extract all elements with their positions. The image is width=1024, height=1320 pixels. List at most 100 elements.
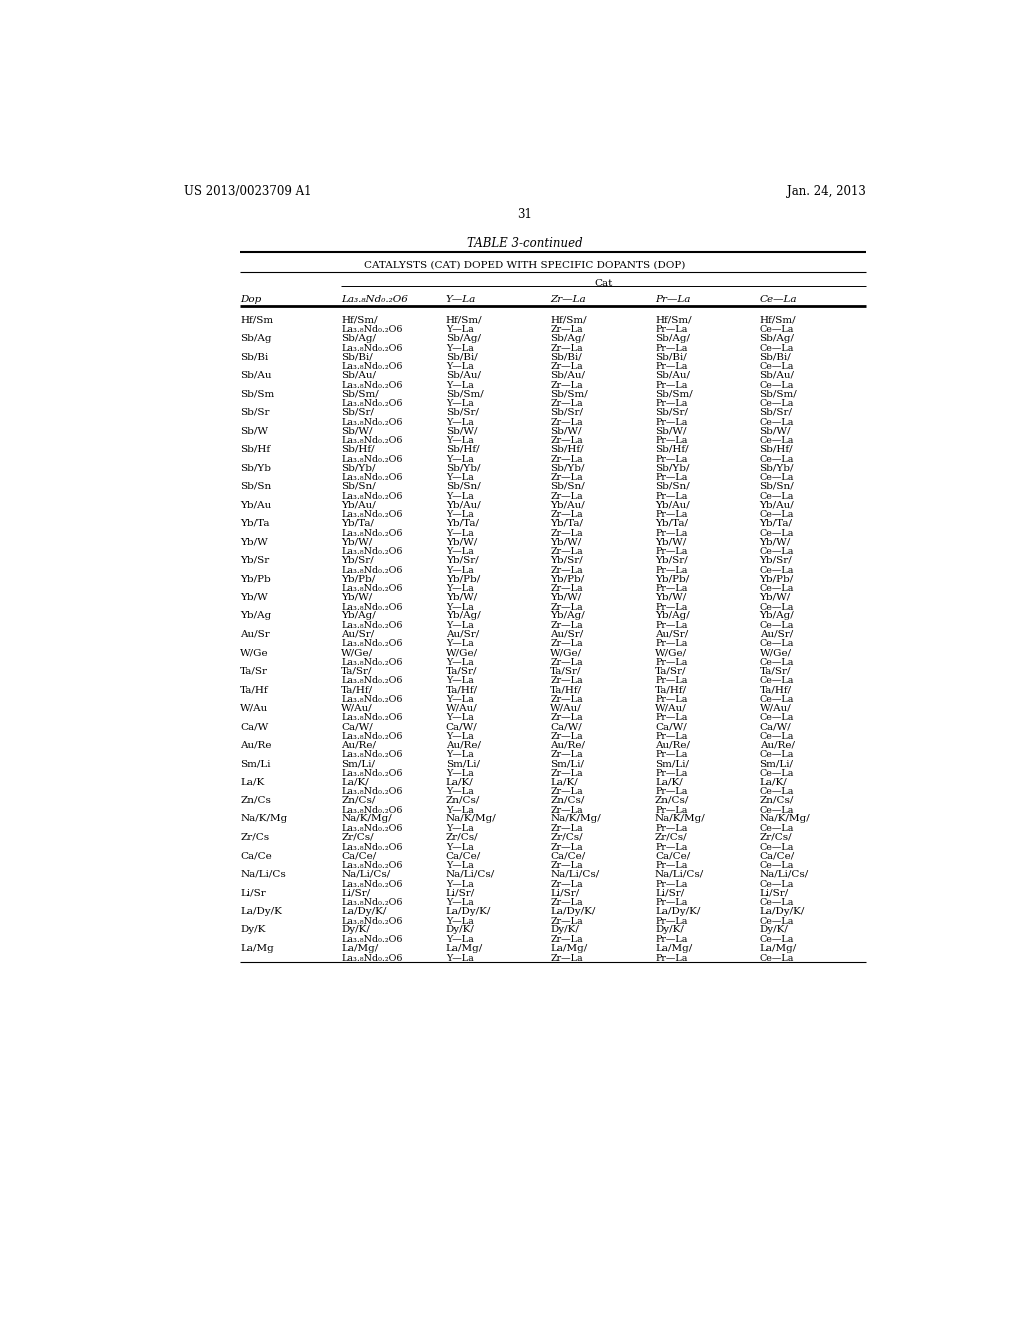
Text: Sb/Ag/: Sb/Ag/ <box>655 334 690 343</box>
Text: Sb/Sn/: Sb/Sn/ <box>341 482 376 491</box>
Text: La₃.₈Nd₀.₂O6: La₃.₈Nd₀.₂O6 <box>341 657 402 667</box>
Text: Pr—La: Pr—La <box>655 824 687 833</box>
Text: La/K/: La/K/ <box>341 777 369 787</box>
Text: Ce—La: Ce—La <box>760 343 794 352</box>
Text: Ta/Sr/: Ta/Sr/ <box>341 667 373 676</box>
Text: Sb/Au/: Sb/Au/ <box>341 371 376 380</box>
Text: Sb/Bi/: Sb/Bi/ <box>760 352 792 362</box>
Text: Zr—La: Zr—La <box>550 294 586 304</box>
Text: Y—La: Y—La <box>445 879 473 888</box>
Text: Na/K/Mg: Na/K/Mg <box>241 814 288 824</box>
Text: Li/Sr/: Li/Sr/ <box>655 888 684 898</box>
Text: Ce—La: Ce—La <box>760 768 794 777</box>
Text: Au/Sr/: Au/Sr/ <box>341 630 375 639</box>
Text: Yb/W/: Yb/W/ <box>655 537 686 546</box>
Text: Sb/Ag/: Sb/Ag/ <box>445 334 480 343</box>
Text: La₃.₈Nd₀.₂O6: La₃.₈Nd₀.₂O6 <box>341 583 402 593</box>
Text: Ca/Ce/: Ca/Ce/ <box>550 851 586 861</box>
Text: La₃.₈Nd₀.₂O6: La₃.₈Nd₀.₂O6 <box>341 436 402 445</box>
Text: Ta/Hf: Ta/Hf <box>241 685 269 694</box>
Text: Sm/Li/: Sm/Li/ <box>341 759 375 768</box>
Text: Sb/W: Sb/W <box>241 426 268 436</box>
Text: Li/Sr/: Li/Sr/ <box>341 888 371 898</box>
Text: Ce—La: Ce—La <box>760 362 794 371</box>
Text: Y—La: Y—La <box>445 620 473 630</box>
Text: Pr—La: Pr—La <box>655 750 687 759</box>
Text: Zr—La: Zr—La <box>550 657 583 667</box>
Text: Ce—La: Ce—La <box>760 713 794 722</box>
Text: Yb/Pb/: Yb/Pb/ <box>445 574 480 583</box>
Text: W/Au: W/Au <box>241 704 268 713</box>
Text: Au/Re/: Au/Re/ <box>655 741 690 750</box>
Text: Zn/Cs: Zn/Cs <box>241 796 271 805</box>
Text: Sm/Li/: Sm/Li/ <box>445 759 480 768</box>
Text: Pr—La: Pr—La <box>655 787 687 796</box>
Text: Sb/Hf: Sb/Hf <box>241 445 270 454</box>
Text: La/Dy/K/: La/Dy/K/ <box>550 907 596 916</box>
Text: La₃.₈Nd₀.₂O6: La₃.₈Nd₀.₂O6 <box>341 676 402 685</box>
Text: Pr—La: Pr—La <box>655 768 687 777</box>
Text: Na/Li/Cs/: Na/Li/Cs/ <box>445 870 495 879</box>
Text: Zr—La: Zr—La <box>550 491 583 500</box>
Text: W/Au/: W/Au/ <box>655 704 687 713</box>
Text: Sb/Au/: Sb/Au/ <box>445 371 480 380</box>
Text: Ta/Hf/: Ta/Hf/ <box>760 685 792 694</box>
Text: Na/K/Mg/: Na/K/Mg/ <box>445 814 497 824</box>
Text: Ce—La: Ce—La <box>760 565 794 574</box>
Text: Na/K/Mg/: Na/K/Mg/ <box>760 814 810 824</box>
Text: Yb/Ta/: Yb/Ta/ <box>550 519 584 528</box>
Text: Sb/Sm/: Sb/Sm/ <box>760 389 798 399</box>
Text: Ta/Sr/: Ta/Sr/ <box>655 667 686 676</box>
Text: Y—La: Y—La <box>445 343 473 352</box>
Text: Sb/Sm/: Sb/Sm/ <box>445 389 483 399</box>
Text: Ce—La: Ce—La <box>760 294 797 304</box>
Text: Dy/K/: Dy/K/ <box>445 925 475 935</box>
Text: La₃.₈Nd₀.₂O6: La₃.₈Nd₀.₂O6 <box>341 380 402 389</box>
Text: Zr—La: Zr—La <box>550 787 583 796</box>
Text: Au/Re: Au/Re <box>241 741 272 750</box>
Text: La₃.₈Nd₀.₂O6: La₃.₈Nd₀.₂O6 <box>341 916 402 925</box>
Text: La₃.₈Nd₀.₂O6: La₃.₈Nd₀.₂O6 <box>341 546 402 556</box>
Text: Yb/Sr/: Yb/Sr/ <box>341 556 374 565</box>
Text: Yb/Ag/: Yb/Ag/ <box>341 611 376 620</box>
Text: Y—La: Y—La <box>445 436 473 445</box>
Text: La/Mg: La/Mg <box>241 944 274 953</box>
Text: Ca/W/: Ca/W/ <box>760 722 792 731</box>
Text: Na/K/Mg/: Na/K/Mg/ <box>341 814 392 824</box>
Text: La/Mg/: La/Mg/ <box>655 944 692 953</box>
Text: La₃.₈Nd₀.₂O6: La₃.₈Nd₀.₂O6 <box>341 325 402 334</box>
Text: Y—La: Y—La <box>445 898 473 907</box>
Text: Y—La: Y—La <box>445 510 473 519</box>
Text: Zn/Cs/: Zn/Cs/ <box>655 796 689 805</box>
Text: Yb/Au/: Yb/Au/ <box>760 500 795 510</box>
Text: Yb/Pb/: Yb/Pb/ <box>341 574 376 583</box>
Text: Sb/Sr/: Sb/Sr/ <box>760 408 793 417</box>
Text: Sb/Sr/: Sb/Sr/ <box>655 408 688 417</box>
Text: Sb/Sm/: Sb/Sm/ <box>655 389 693 399</box>
Text: Zr—La: Zr—La <box>550 805 583 814</box>
Text: Yb/Ta: Yb/Ta <box>241 519 270 528</box>
Text: Y—La: Y—La <box>445 294 476 304</box>
Text: Au/Sr/: Au/Sr/ <box>445 630 479 639</box>
Text: Ca/Ce/: Ca/Ce/ <box>655 851 690 861</box>
Text: La/K: La/K <box>241 777 264 787</box>
Text: Sb/Ag: Sb/Ag <box>241 334 272 343</box>
Text: La/Dy/K/: La/Dy/K/ <box>655 907 700 916</box>
Text: Sb/Yb/: Sb/Yb/ <box>341 463 376 473</box>
Text: Sb/Hf/: Sb/Hf/ <box>655 445 688 454</box>
Text: Pr—La: Pr—La <box>655 731 687 741</box>
Text: Zr—La: Zr—La <box>550 528 583 537</box>
Text: Zr/Cs/: Zr/Cs/ <box>445 833 478 842</box>
Text: W/Ge/: W/Ge/ <box>760 648 792 657</box>
Text: Hf/Sm/: Hf/Sm/ <box>550 315 587 325</box>
Text: La/Dy/K: La/Dy/K <box>241 907 283 916</box>
Text: Zr/Cs/: Zr/Cs/ <box>550 833 583 842</box>
Text: Yb/Pb/: Yb/Pb/ <box>655 574 689 583</box>
Text: Ce—La: Ce—La <box>760 676 794 685</box>
Text: Dy/K/: Dy/K/ <box>760 925 788 935</box>
Text: Zr—La: Zr—La <box>550 824 583 833</box>
Text: Pr—La: Pr—La <box>655 694 687 704</box>
Text: Y—La: Y—La <box>445 639 473 648</box>
Text: Ce—La: Ce—La <box>760 380 794 389</box>
Text: La/Mg/: La/Mg/ <box>341 944 379 953</box>
